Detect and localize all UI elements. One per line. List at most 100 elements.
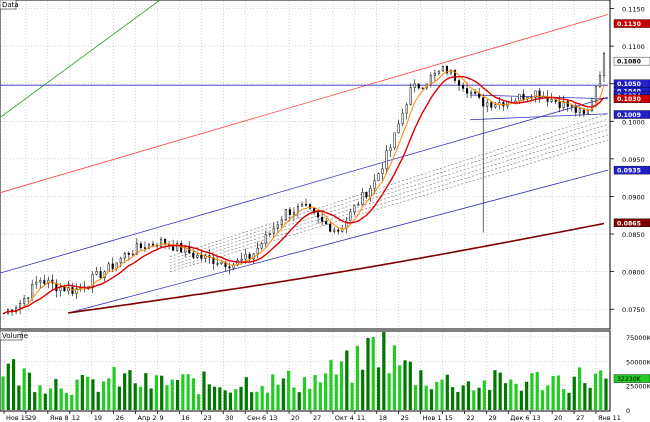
volume-bar[interactable]: [302, 377, 307, 410]
candle[interactable]: [337, 229, 340, 232]
candle[interactable]: [486, 102, 489, 107]
candle[interactable]: [244, 253, 247, 260]
candle[interactable]: [449, 69, 453, 74]
red-channel-upper[interactable]: [0, 14, 609, 194]
volume-bar[interactable]: [265, 392, 270, 410]
candle[interactable]: [107, 263, 110, 273]
candle[interactable]: [248, 253, 251, 260]
volume-bar[interactable]: [445, 374, 449, 410]
volume-bar[interactable]: [514, 383, 518, 410]
volume-bar[interactable]: [345, 350, 349, 410]
volume-bar[interactable]: [297, 392, 301, 410]
price-value-tag[interactable]: [613, 218, 650, 227]
candle[interactable]: [256, 247, 259, 255]
candle[interactable]: [304, 204, 308, 206]
volume-bar[interactable]: [149, 388, 153, 410]
candle[interactable]: [441, 65, 444, 72]
volume-bar[interactable]: [38, 385, 42, 410]
candle[interactable]: [393, 132, 396, 149]
blue-support-short[interactable]: [469, 113, 609, 121]
volume-bar[interactable]: [519, 390, 523, 410]
candle[interactable]: [494, 104, 497, 108]
candle[interactable]: [224, 261, 227, 267]
candle[interactable]: [192, 252, 195, 258]
volume-bar[interactable]: [562, 389, 566, 410]
volume-bar[interactable]: [96, 391, 100, 410]
candle[interactable]: [172, 245, 175, 251]
price-panel-tab[interactable]: [0, 0, 17, 10]
volume-bar[interactable]: [276, 384, 280, 410]
candle[interactable]: [361, 191, 364, 205]
volume-bar[interactable]: [466, 381, 471, 410]
candle[interactable]: [445, 65, 449, 74]
volume-bar[interactable]: [440, 379, 444, 410]
candle[interactable]: [417, 83, 420, 89]
volume-bars[interactable]: [1, 331, 608, 410]
candle[interactable]: [470, 91, 473, 94]
volume-bar[interactable]: [27, 372, 32, 410]
volume-bar[interactable]: [435, 381, 439, 410]
volume-bar[interactable]: [551, 375, 555, 410]
candle[interactable]: [27, 297, 30, 299]
volume-bar[interactable]: [371, 337, 375, 410]
volume-bar[interactable]: [376, 367, 381, 410]
volume-bar[interactable]: [540, 390, 545, 410]
volume-bar[interactable]: [22, 368, 26, 410]
volume-bar[interactable]: [392, 345, 397, 410]
volume-panel[interactable]: Volume: [0, 330, 611, 412]
volume-bar[interactable]: [138, 386, 143, 410]
candle[interactable]: [474, 91, 477, 94]
candle[interactable]: [534, 90, 537, 98]
candle[interactable]: [188, 246, 191, 254]
volume-bar[interactable]: [503, 383, 508, 410]
candle[interactable]: [127, 253, 130, 255]
volume-bar[interactable]: [567, 392, 571, 410]
volume-bar[interactable]: [577, 367, 582, 410]
volume-bar[interactable]: [70, 394, 74, 410]
volume-bar[interactable]: [59, 388, 63, 410]
candle[interactable]: [550, 98, 553, 102]
volume-bar[interactable]: [329, 359, 333, 410]
candle[interactable]: [31, 283, 34, 299]
candle[interactable]: [482, 97, 485, 107]
volume-bar[interactable]: [482, 380, 486, 410]
volume-bar[interactable]: [112, 367, 116, 410]
candle[interactable]: [349, 211, 352, 222]
candle[interactable]: [522, 93, 525, 100]
candle[interactable]: [260, 243, 263, 249]
candle[interactable]: [99, 271, 102, 279]
candle[interactable]: [63, 287, 66, 292]
volume-bar[interactable]: [234, 389, 238, 410]
candle[interactable]: [397, 123, 400, 134]
volume-bar[interactable]: [472, 390, 476, 410]
volume-bar[interactable]: [212, 386, 217, 410]
volume-bar[interactable]: [255, 391, 259, 410]
volume-bar[interactable]: [281, 378, 285, 410]
candle[interactable]: [264, 234, 267, 244]
candle[interactable]: [196, 254, 199, 258]
volume-bar[interactable]: [244, 377, 248, 410]
volume-bar[interactable]: [17, 385, 21, 410]
candle[interactable]: [296, 205, 300, 213]
candle[interactable]: [59, 287, 62, 292]
candle[interactable]: [240, 258, 243, 261]
candle[interactable]: [268, 232, 271, 235]
candle[interactable]: [288, 209, 291, 215]
candle[interactable]: [457, 80, 461, 86]
candle[interactable]: [43, 280, 46, 284]
candle[interactable]: [55, 282, 58, 292]
price-value-tag[interactable]: [613, 19, 650, 28]
volume-bar[interactable]: [91, 379, 95, 410]
candle[interactable]: [377, 173, 380, 181]
candle[interactable]: [95, 271, 98, 275]
volume-bar[interactable]: [6, 363, 10, 410]
volume-bar[interactable]: [599, 370, 603, 410]
candle[interactable]: [405, 104, 408, 114]
volume-bar[interactable]: [186, 374, 190, 410]
volume-bar[interactable]: [588, 387, 592, 410]
volume-bar[interactable]: [355, 345, 359, 410]
volume-bar[interactable]: [160, 375, 164, 410]
candle[interactable]: [39, 280, 42, 283]
volume-bar[interactable]: [456, 391, 460, 410]
candle[interactable]: [562, 101, 565, 108]
